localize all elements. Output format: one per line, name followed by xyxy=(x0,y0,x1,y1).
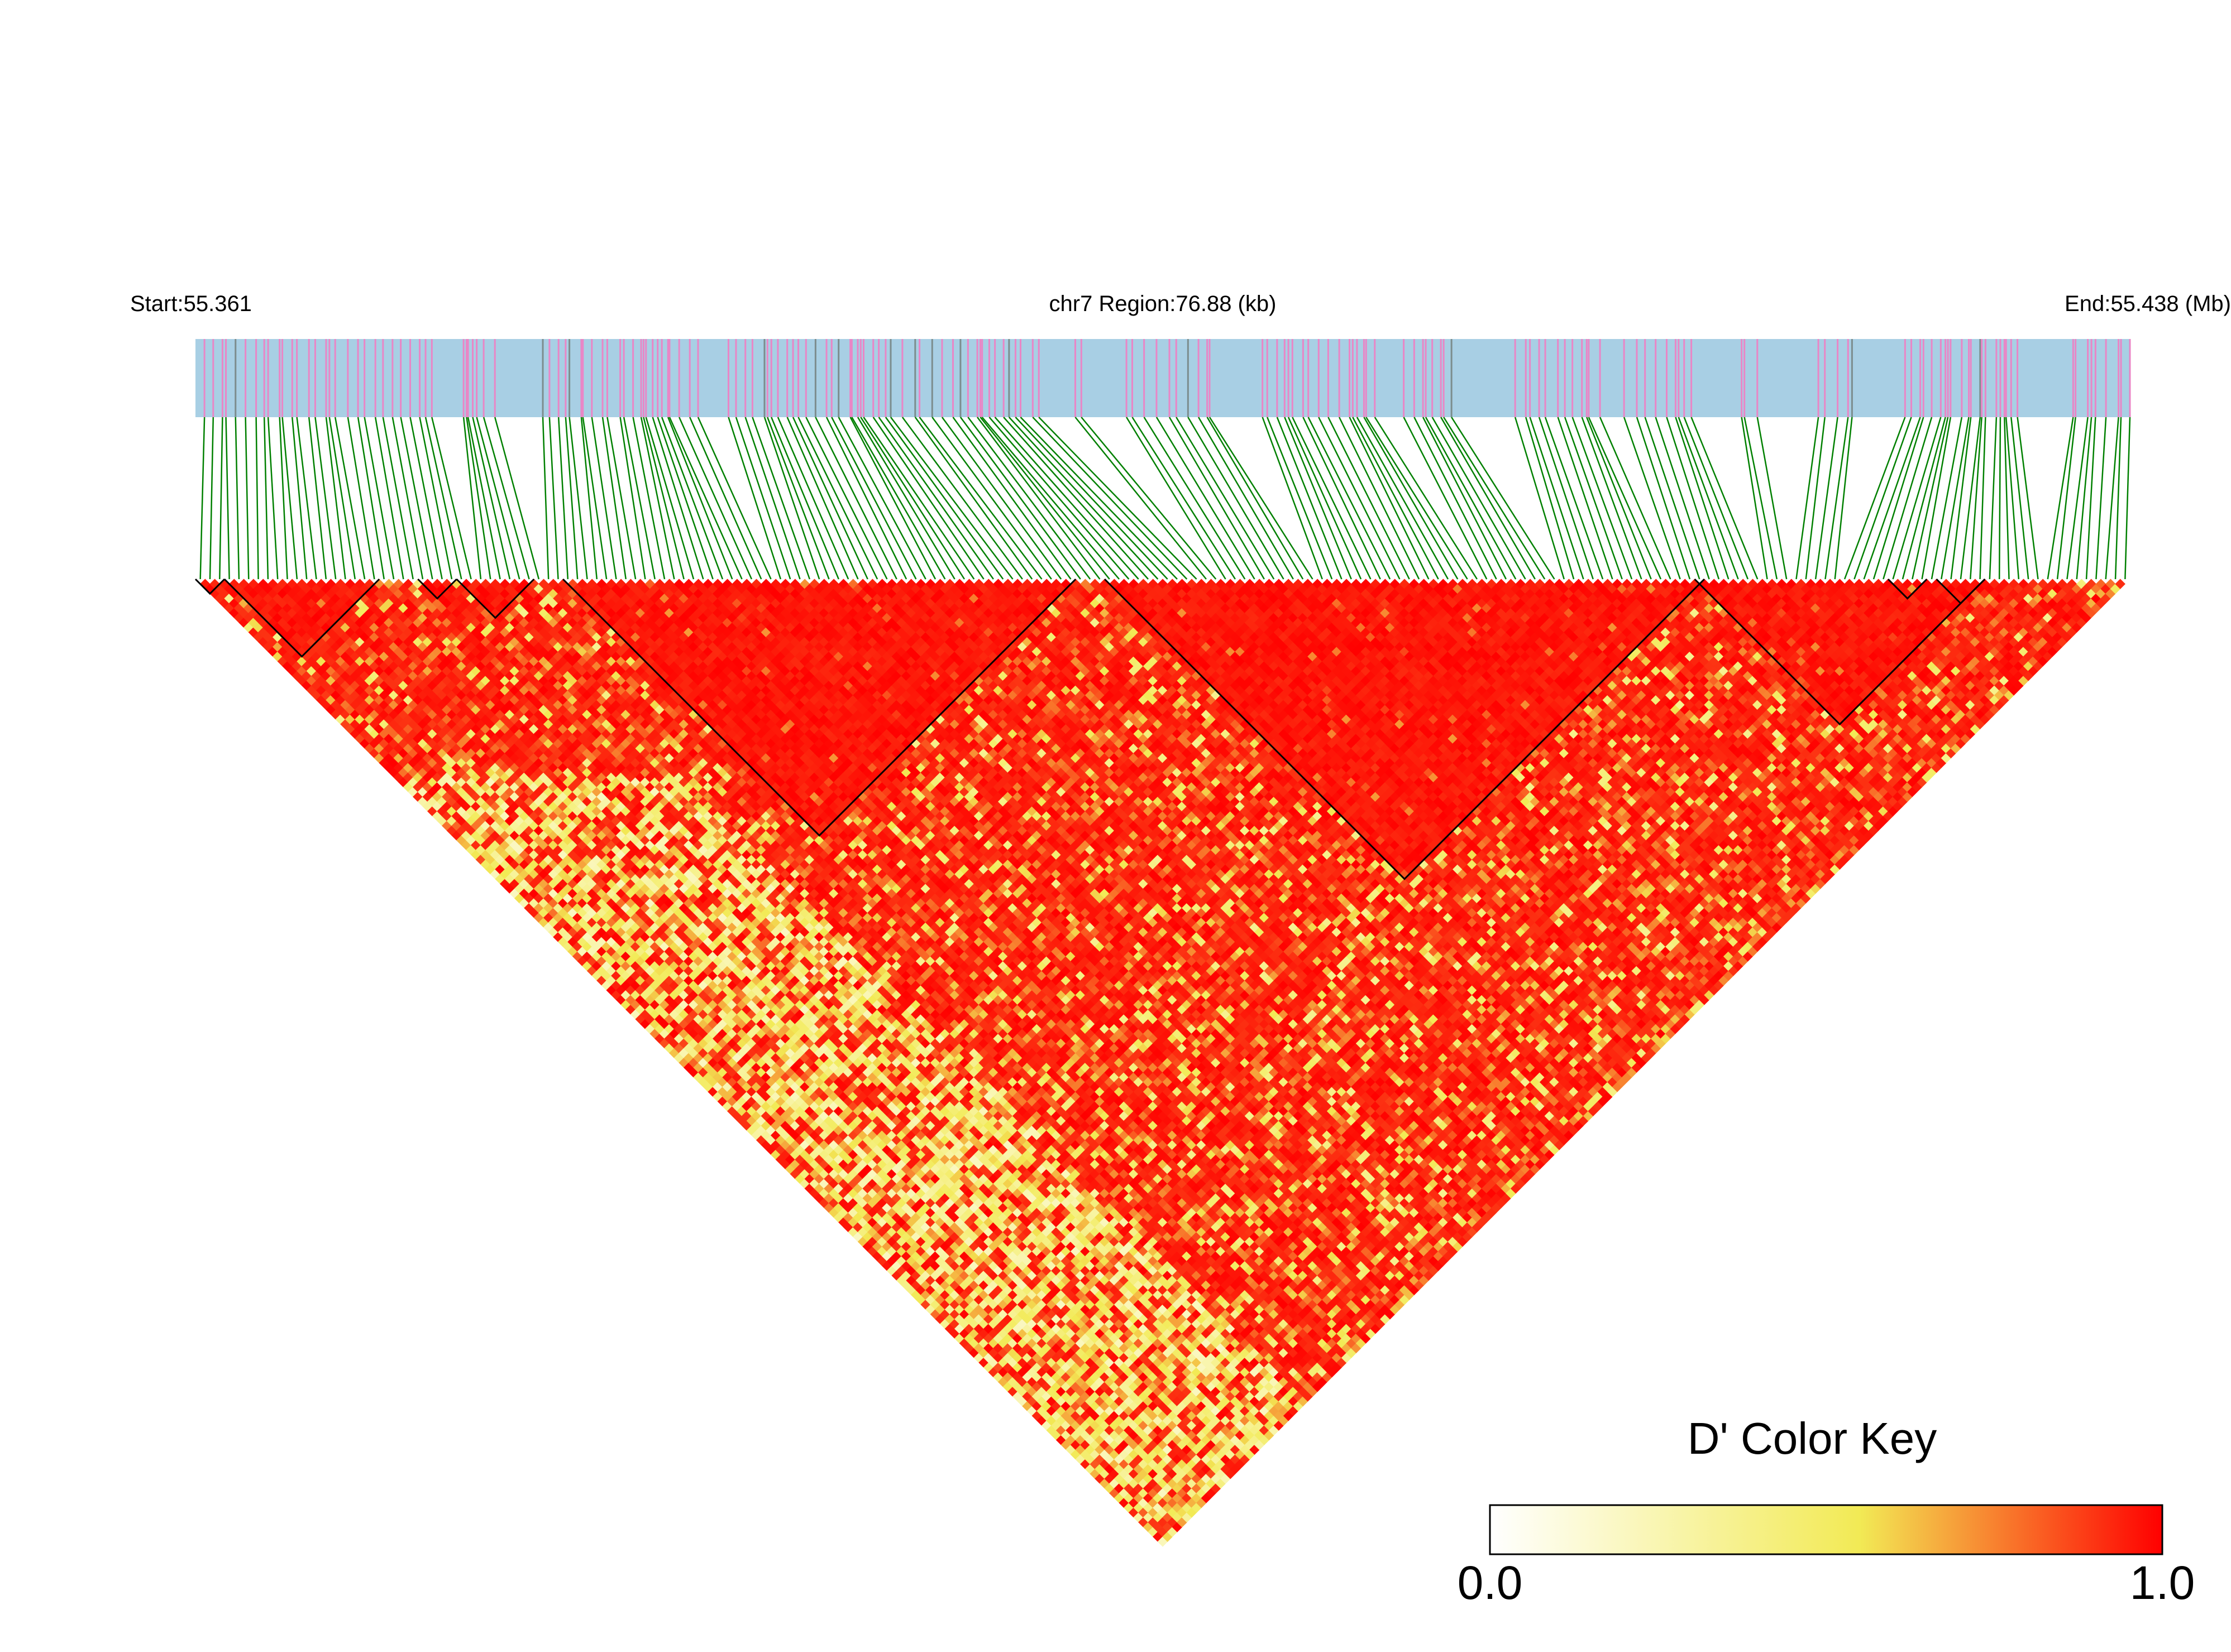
ld-heatmap xyxy=(200,579,2125,1546)
connector-panel xyxy=(195,417,2130,579)
snp-position-track xyxy=(195,339,2130,417)
snp-connector xyxy=(1999,417,2000,579)
